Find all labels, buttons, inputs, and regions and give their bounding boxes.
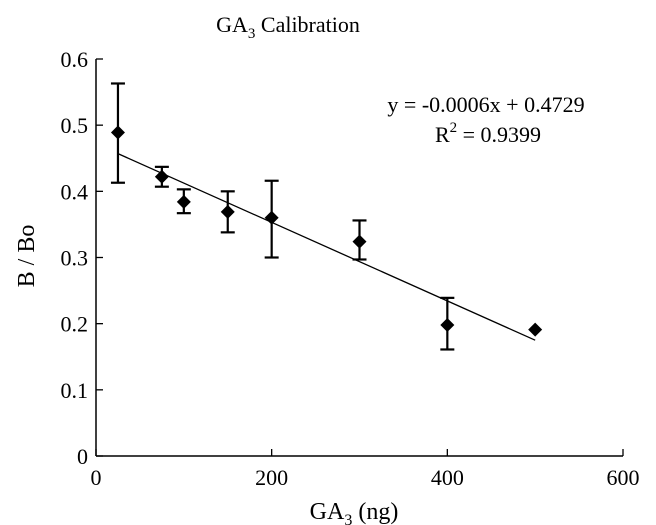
y-tick-label: 0.1 — [61, 378, 89, 403]
data-point-marker — [264, 210, 279, 225]
y-tick-label: 0.4 — [61, 179, 89, 204]
x-axis-label: GA3 (ng) — [310, 499, 399, 525]
x-tick-label: 400 — [431, 465, 464, 490]
r-squared: R2 = 0.9399 — [435, 120, 541, 147]
x-tick-label: 600 — [607, 465, 640, 490]
x-tick-label: 200 — [255, 465, 288, 490]
regression-equation: y = -0.0006x + 0.4729 — [387, 92, 584, 117]
error-bars — [110, 82, 455, 351]
data-point-marker — [528, 322, 543, 337]
y-axis-label: B / Bo — [14, 225, 40, 288]
x-tick-label: 0 — [91, 465, 102, 490]
data-point-marker — [440, 317, 455, 332]
y-tick-label: 0.5 — [61, 113, 89, 138]
data-points — [110, 125, 543, 337]
chart-title: GA3 Calibration — [216, 12, 360, 42]
trendline — [117, 153, 536, 341]
y-tick-label: 0.6 — [61, 47, 89, 72]
data-point-marker — [154, 169, 169, 184]
data-point-marker — [110, 125, 125, 140]
data-point-marker — [220, 204, 235, 219]
data-point-marker — [176, 194, 191, 209]
y-tick-label: 0.2 — [61, 312, 89, 337]
data-point-marker — [352, 234, 367, 249]
x-axis-ticks: 0 200 400 600 — [91, 449, 640, 490]
y-tick-label: 0 — [77, 444, 88, 469]
y-tick-label: 0.3 — [61, 246, 89, 271]
y-axis-ticks: 0 0.1 0.2 0.3 0.4 0.5 0.6 — [61, 47, 103, 469]
